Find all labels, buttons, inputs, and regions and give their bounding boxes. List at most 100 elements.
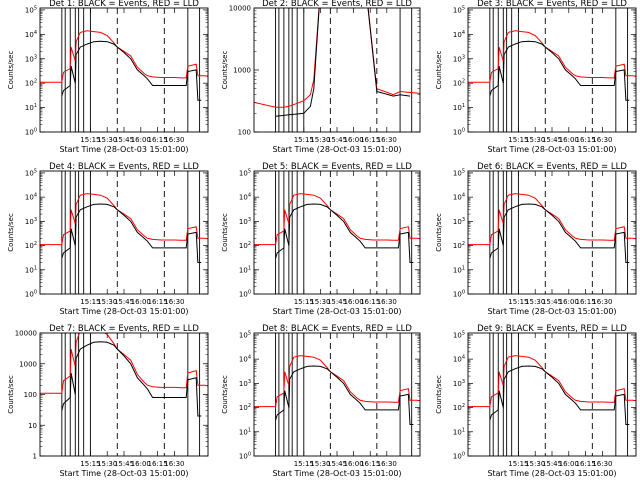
y-tick-label: 104 bbox=[25, 30, 37, 39]
x-tick-label: 15:30 bbox=[310, 298, 330, 306]
chart-panel: Det 5: BLACK = Events, RED = LLD Counts/s… bbox=[221, 162, 421, 316]
y-axis-label: Counts/sec bbox=[7, 51, 15, 90]
series-line-events bbox=[61, 40, 202, 101]
x-tick-label: 16:15 bbox=[148, 136, 168, 144]
y-tick-label: 104 bbox=[239, 355, 251, 364]
x-tick-label: 16:15 bbox=[360, 460, 380, 468]
x-tick-label: 15:30 bbox=[525, 298, 545, 306]
y-tick-label: 1 bbox=[33, 453, 37, 461]
y-tick-label: 105 bbox=[453, 330, 465, 339]
x-tick-label: 15:45 bbox=[327, 460, 347, 468]
y-tick-label: 101 bbox=[453, 427, 465, 436]
x-tick-label: 16:00 bbox=[131, 460, 151, 468]
y-tick-label: 105 bbox=[239, 168, 251, 177]
series-line-lld bbox=[468, 193, 636, 246]
y-tick-label: 100 bbox=[25, 290, 37, 299]
y-axis-label: Counts/sec bbox=[221, 51, 229, 90]
y-tick-label: 105 bbox=[239, 330, 251, 339]
y-tick-label: 100 bbox=[453, 290, 465, 299]
series-line-lld bbox=[468, 355, 636, 408]
y-tick-label: 101 bbox=[239, 427, 251, 436]
x-tick-label: 16:30 bbox=[592, 136, 612, 144]
chart-panel: Det 1: BLACK = Events, RED = LLD Counts/s… bbox=[7, 0, 209, 154]
x-tick-label: 15:45 bbox=[114, 298, 134, 306]
y-tick-label: 104 bbox=[453, 355, 465, 364]
y-tick-label: 103 bbox=[453, 379, 465, 388]
x-tick-label: 16:00 bbox=[559, 298, 579, 306]
series-line-lld bbox=[254, 193, 420, 246]
y-axis-label: Counts/sec bbox=[7, 375, 15, 414]
series-line-lld bbox=[254, 355, 420, 408]
plot-frame bbox=[39, 332, 209, 457]
series-line-events bbox=[275, 203, 414, 263]
x-axis-label: Start Time (28-Oct-03 15:01:00) bbox=[59, 307, 188, 316]
series-line-lld bbox=[40, 30, 208, 83]
x-tick-label: 16:00 bbox=[559, 460, 579, 468]
y-tick-label: 100 bbox=[453, 452, 465, 461]
y-tick-label: 10000 bbox=[229, 5, 251, 13]
y-tick-label: 101 bbox=[453, 103, 465, 112]
chart-title: Det 4: BLACK = Events, RED = LLD bbox=[49, 162, 199, 172]
chart-panel: Det 2: BLACK = Events, RED = LLD Counts/s… bbox=[221, 0, 421, 154]
y-tick-label: 103 bbox=[453, 54, 465, 63]
series-line-lld bbox=[254, 8, 420, 108]
x-tick-label: 16:00 bbox=[344, 136, 364, 144]
x-tick-label: 16:30 bbox=[377, 136, 397, 144]
x-tick-label: 16:00 bbox=[559, 136, 579, 144]
x-tick-label: 16:30 bbox=[592, 298, 612, 306]
plot-frame bbox=[467, 7, 637, 133]
x-tick-label: 16:15 bbox=[148, 298, 168, 306]
series-line-events bbox=[489, 203, 630, 263]
x-tick-label: 16:00 bbox=[344, 460, 364, 468]
y-tick-label: 102 bbox=[239, 241, 251, 250]
y-tick-label: 101 bbox=[25, 265, 37, 274]
x-tick-label: 15:15 bbox=[294, 460, 314, 468]
x-tick-label: 15:15 bbox=[508, 136, 528, 144]
y-tick-label: 102 bbox=[239, 403, 251, 412]
x-tick-label: 15:15 bbox=[80, 298, 100, 306]
x-axis-label: Start Time (28-Oct-03 15:01:00) bbox=[272, 145, 401, 154]
y-tick-label: 101 bbox=[25, 103, 37, 112]
plot-frame bbox=[467, 170, 637, 295]
y-tick-label: 100 bbox=[239, 290, 251, 299]
x-tick-label: 16:00 bbox=[131, 298, 151, 306]
x-tick-label: 15:45 bbox=[114, 136, 134, 144]
y-tick-label: 102 bbox=[453, 403, 465, 412]
x-tick-label: 15:15 bbox=[80, 136, 100, 144]
x-tick-label: 16:15 bbox=[576, 460, 596, 468]
y-tick-label: 100 bbox=[453, 128, 465, 137]
x-axis-label: Start Time (28-Oct-03 15:01:00) bbox=[487, 145, 616, 154]
x-tick-label: 15:45 bbox=[542, 136, 562, 144]
y-tick-label: 102 bbox=[25, 79, 37, 88]
chart-panel: Det 4: BLACK = Events, RED = LLD Counts/s… bbox=[7, 162, 209, 316]
series-line-events bbox=[489, 365, 630, 425]
x-axis-label: Start Time (28-Oct-03 15:01:00) bbox=[487, 469, 616, 478]
x-tick-label: 15:45 bbox=[327, 298, 347, 306]
y-tick-label: 100 bbox=[24, 391, 37, 399]
chart-panel: Det 3: BLACK = Events, RED = LLD Counts/s… bbox=[435, 0, 637, 154]
y-tick-label: 104 bbox=[453, 30, 465, 39]
plot-frame bbox=[467, 332, 637, 457]
chart-panel: Det 8: BLACK = Events, RED = LLD Counts/s… bbox=[221, 324, 421, 478]
y-tick-label: 1000 bbox=[233, 67, 251, 75]
y-axis-label: Counts/sec bbox=[221, 213, 229, 252]
y-tick-label: 1000 bbox=[19, 360, 37, 368]
series-line-lld bbox=[468, 30, 636, 83]
series-line-lld bbox=[40, 333, 208, 394]
x-tick-label: 16:30 bbox=[377, 460, 397, 468]
x-tick-label: 15:15 bbox=[294, 136, 314, 144]
plot-frame bbox=[253, 7, 421, 133]
y-tick-label: 101 bbox=[239, 265, 251, 274]
y-tick-label: 104 bbox=[25, 193, 37, 202]
x-tick-label: 15:30 bbox=[97, 460, 117, 468]
x-tick-label: 16:30 bbox=[164, 136, 184, 144]
chart-panel: Det 9: BLACK = Events, RED = LLD Counts/s… bbox=[435, 324, 637, 478]
x-tick-label: 15:30 bbox=[310, 136, 330, 144]
y-tick-label: 103 bbox=[453, 217, 465, 226]
series-line-lld bbox=[40, 193, 208, 246]
chart-title: Det 6: BLACK = Events, RED = LLD bbox=[477, 162, 627, 172]
x-axis-label: Start Time (28-Oct-03 15:01:00) bbox=[59, 145, 188, 154]
y-tick-label: 104 bbox=[453, 193, 465, 202]
y-tick-label: 102 bbox=[25, 241, 37, 250]
